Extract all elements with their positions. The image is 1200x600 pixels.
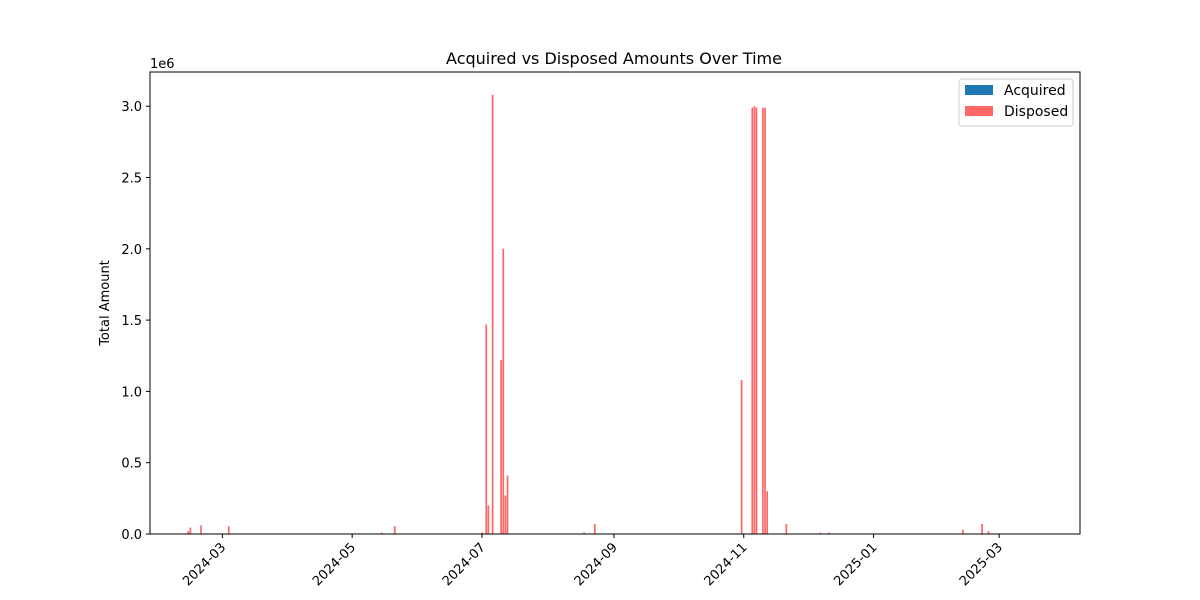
- y-tick-label-3: 1.5: [121, 314, 142, 329]
- y-tick-label-6: 3.0: [121, 100, 142, 115]
- bar-disposed-3: [227, 526, 230, 534]
- legend-label-acquired: Acquired: [1004, 83, 1066, 99]
- y-tick-label-5: 2.5: [121, 172, 142, 187]
- bar-disposed-14: [583, 532, 585, 534]
- bar-disposed-7: [485, 324, 488, 534]
- bar-disposed-8: [487, 505, 490, 534]
- bar-disposed-13: [506, 475, 509, 534]
- bar-disposed-19: [755, 107, 758, 535]
- y-axis-offset-label: 1e6: [150, 57, 175, 72]
- bar-disposed-11: [502, 248, 505, 534]
- bars-layer: [187, 94, 990, 535]
- bar-disposed-18: [753, 106, 756, 534]
- bar-disposed-28: [987, 531, 990, 534]
- bar-disposed-5: [393, 526, 396, 534]
- bar-disposed-10: [500, 360, 502, 534]
- bar-disposed-24: [819, 532, 822, 534]
- plot-frame: [149, 71, 1081, 535]
- legend: Acquired Disposed: [958, 78, 1074, 127]
- bar-disposed-25: [828, 532, 830, 534]
- bar-disposed-21: [764, 107, 766, 535]
- bar-disposed-20: [762, 107, 764, 535]
- bar-disposed-15: [593, 524, 596, 534]
- bar-disposed-27: [981, 524, 983, 534]
- bar-disposed-9: [491, 94, 494, 534]
- chart-title: Acquired vs Disposed Amounts Over Time: [446, 49, 782, 68]
- y-tick-label-2: 1.0: [121, 385, 142, 400]
- y-tick-label-1: 0.5: [121, 457, 142, 472]
- bar-disposed-17: [751, 107, 754, 535]
- bar-disposed-4: [381, 532, 383, 534]
- legend-swatch-disposed: [965, 106, 993, 116]
- bar-disposed-6: [481, 532, 483, 534]
- bar-disposed-16: [740, 380, 743, 534]
- y-axis: 0.0 0.5 1.0 1.5 2.0 2.5 3.0: [121, 100, 150, 543]
- bar-disposed-23: [785, 524, 788, 534]
- legend-label-disposed: Disposed: [1004, 104, 1068, 120]
- bar-disposed-12: [504, 495, 507, 534]
- bar-disposed-26: [962, 529, 964, 534]
- bar-disposed-2: [200, 525, 202, 534]
- bar-disposed-0: [187, 531, 190, 534]
- y-axis-label: Total Amount: [98, 260, 113, 347]
- y-tick-label-0: 0.0: [121, 528, 142, 543]
- y-tick-label-4: 2.0: [121, 243, 142, 258]
- bar-disposed-1: [189, 527, 192, 534]
- bar-disposed-22: [766, 491, 769, 534]
- legend-swatch-acquired: [965, 85, 993, 95]
